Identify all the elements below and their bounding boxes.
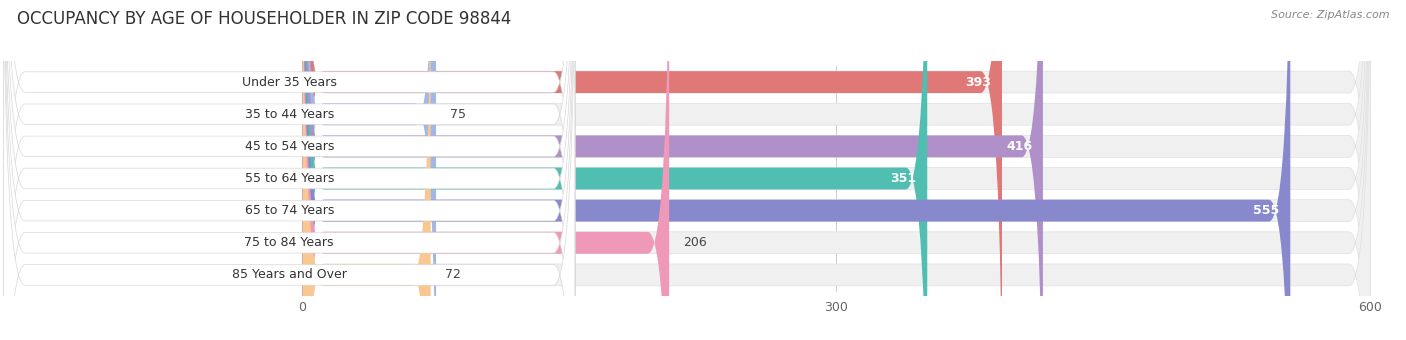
Text: Source: ZipAtlas.com: Source: ZipAtlas.com	[1271, 10, 1389, 20]
Text: 206: 206	[683, 236, 707, 249]
FancyBboxPatch shape	[4, 0, 575, 340]
FancyBboxPatch shape	[302, 0, 1371, 340]
Text: 65 to 74 Years: 65 to 74 Years	[245, 204, 333, 217]
FancyBboxPatch shape	[302, 0, 436, 340]
FancyBboxPatch shape	[302, 0, 1291, 340]
FancyBboxPatch shape	[302, 0, 927, 340]
Text: 35 to 44 Years: 35 to 44 Years	[245, 108, 333, 121]
Text: OCCUPANCY BY AGE OF HOUSEHOLDER IN ZIP CODE 98844: OCCUPANCY BY AGE OF HOUSEHOLDER IN ZIP C…	[17, 10, 512, 28]
FancyBboxPatch shape	[302, 0, 1371, 340]
FancyBboxPatch shape	[302, 0, 430, 340]
FancyBboxPatch shape	[4, 0, 575, 340]
Text: 75: 75	[450, 108, 467, 121]
Text: 72: 72	[444, 268, 461, 282]
FancyBboxPatch shape	[4, 0, 575, 340]
FancyBboxPatch shape	[4, 0, 575, 340]
Text: 55 to 64 Years: 55 to 64 Years	[245, 172, 333, 185]
Text: 393: 393	[966, 75, 991, 89]
Text: 555: 555	[1253, 204, 1279, 217]
FancyBboxPatch shape	[302, 0, 1371, 340]
FancyBboxPatch shape	[302, 0, 1371, 340]
Text: 351: 351	[890, 172, 917, 185]
Text: Under 35 Years: Under 35 Years	[242, 75, 336, 89]
Text: 85 Years and Over: 85 Years and Over	[232, 268, 347, 282]
Text: 75 to 84 Years: 75 to 84 Years	[245, 236, 335, 249]
FancyBboxPatch shape	[302, 0, 1371, 340]
Text: 45 to 54 Years: 45 to 54 Years	[245, 140, 333, 153]
FancyBboxPatch shape	[4, 0, 575, 340]
FancyBboxPatch shape	[302, 0, 1371, 340]
FancyBboxPatch shape	[302, 0, 1371, 340]
Text: 416: 416	[1007, 140, 1032, 153]
FancyBboxPatch shape	[302, 0, 669, 340]
FancyBboxPatch shape	[302, 0, 1043, 340]
FancyBboxPatch shape	[4, 0, 575, 340]
FancyBboxPatch shape	[302, 0, 1002, 340]
FancyBboxPatch shape	[4, 0, 575, 340]
